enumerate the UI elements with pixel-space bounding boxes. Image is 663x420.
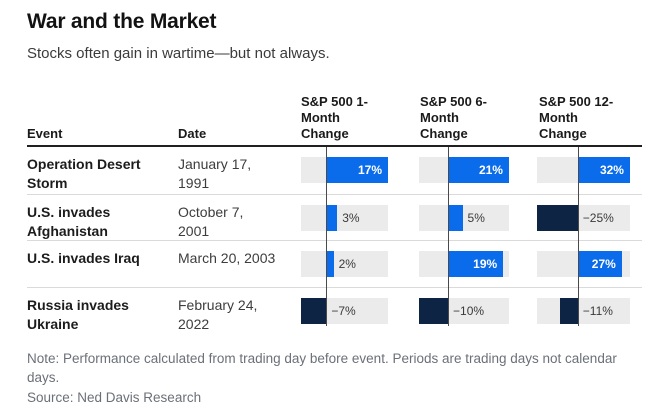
bar-negative — [301, 297, 327, 324]
bar-track — [301, 204, 388, 231]
bar-positive — [448, 157, 509, 183]
table-row: Russia invades Ukraine February 24, 2022 −… — [27, 286, 642, 334]
bar-negative — [537, 204, 578, 231]
bar-value-label: 27% — [591, 257, 616, 271]
bar-value-label: −10% — [453, 303, 485, 318]
date-cell: February 24, 2022 — [178, 296, 258, 332]
bar-positive — [326, 157, 388, 183]
bar-track — [419, 204, 509, 231]
bar-value-label: 19% — [473, 257, 498, 271]
column-header-12-month: S&P 500 12-Month Change — [539, 94, 614, 141]
table-row: U.S. invades Afghanistan October 7, 2001 3… — [27, 193, 642, 241]
column-header-1-month: S&P 500 1-Month Change — [301, 94, 368, 141]
bar-track — [301, 251, 388, 277]
event-cell: Russia invades Ukraine — [27, 296, 129, 332]
footnote: Note: Performance calculated from tradin… — [27, 351, 617, 385]
bar-positive — [448, 251, 504, 277]
column-header-event: Event — [27, 126, 63, 141]
bar-value-label: 5% — [467, 210, 485, 225]
bar-value-label: 17% — [357, 163, 382, 177]
bar-positive — [577, 251, 622, 277]
table-row: U.S. invades Iraq March 20, 2003 2% 19% 27% — [27, 240, 642, 287]
bar-value-label: 21% — [478, 163, 503, 177]
table-body: Operation Desert Storm January 17, 1991 17… — [27, 147, 642, 333]
date-cell: January 17, 1991 — [178, 156, 252, 191]
column-header-date: Date — [178, 126, 207, 141]
bar-positive — [448, 204, 463, 231]
source-credit: Source: Ned Davis Research — [27, 390, 202, 405]
bar-positive — [577, 157, 630, 183]
zero-axis-line — [577, 147, 579, 326]
bar-positive — [326, 204, 338, 231]
bar-value-label: 2% — [338, 257, 356, 271]
bar-value-label: −25% — [582, 210, 614, 225]
date-cell: March 20, 2003 — [178, 250, 276, 266]
bar-value-label: 3% — [342, 210, 360, 225]
page-title: War and the Market — [27, 10, 217, 33]
event-cell: U.S. invades Afghanistan — [27, 203, 111, 239]
event-cell: Operation Desert Storm — [27, 156, 141, 191]
bar-negative — [419, 297, 449, 324]
zero-axis-line — [326, 147, 328, 326]
header-rule — [27, 145, 642, 147]
column-header-6-month: S&P 500 6-Month Change — [420, 94, 487, 141]
bar-negative — [559, 297, 578, 324]
bar-value-label: −11% — [582, 303, 613, 318]
date-cell: October 7, 2001 — [178, 203, 244, 239]
bar-positive — [326, 251, 334, 277]
zero-axis-line — [448, 147, 450, 326]
table-row: Operation Desert Storm January 17, 1991 17… — [27, 147, 642, 194]
page-subtitle: Stocks often gain in wartime—but not alw… — [27, 45, 330, 62]
bar-value-label: −7% — [331, 303, 356, 318]
bar-track — [537, 297, 630, 324]
event-cell: U.S. invades Iraq — [27, 250, 140, 266]
bar-value-label: 32% — [599, 163, 624, 177]
